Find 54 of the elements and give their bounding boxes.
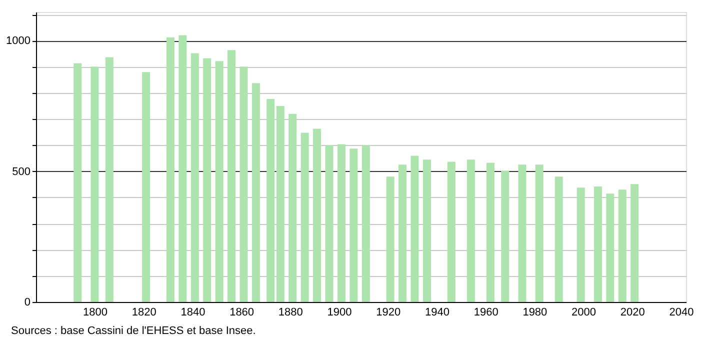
bar (501, 170, 510, 302)
bar (410, 156, 419, 302)
bar (398, 164, 407, 302)
bar (203, 58, 212, 302)
bar (422, 160, 431, 302)
bar (105, 57, 114, 302)
bar (447, 162, 456, 302)
y-tick-label: 500 (12, 166, 30, 178)
bar (518, 164, 526, 302)
source-note: Sources : base Cassini de l'EHESS et base Insee. (11, 325, 256, 337)
bar (618, 190, 626, 302)
x-tick-label: 2040 (669, 306, 694, 318)
bar (166, 37, 174, 302)
bar (90, 66, 99, 302)
x-tick-label: 1800 (83, 306, 108, 318)
bar (142, 72, 150, 302)
bar (630, 184, 639, 302)
x-tick-label: 2000 (572, 306, 596, 318)
bar (288, 114, 297, 302)
x-tick-label: 1940 (424, 306, 450, 318)
x-tick-label: 1820 (132, 306, 156, 318)
bar (535, 164, 544, 302)
bar (300, 132, 309, 302)
bar (252, 83, 260, 302)
bar (325, 144, 334, 302)
bar (386, 176, 394, 302)
x-tick-label: 1960 (474, 306, 498, 318)
x-tick-label: 1840 (180, 306, 206, 318)
bar (466, 160, 475, 302)
bar (576, 188, 585, 302)
bar (554, 176, 563, 302)
bar (266, 99, 275, 302)
bar (337, 144, 346, 302)
x-tick-label: 1900 (327, 306, 352, 318)
x-tick-label: 1880 (278, 306, 303, 318)
bar (215, 61, 224, 302)
y-tick-label: 0 (24, 296, 30, 308)
x-tick-label: 2020 (620, 306, 645, 318)
bar (362, 144, 370, 302)
bar (74, 63, 82, 302)
bar (276, 106, 284, 302)
bar (486, 162, 494, 302)
x-tick-label: 1920 (376, 306, 401, 318)
bar (350, 148, 358, 302)
bar (178, 35, 187, 302)
bar (313, 128, 322, 302)
bar (228, 50, 236, 302)
bar (190, 53, 199, 302)
bar (606, 194, 614, 302)
x-tick-label: 1980 (522, 306, 548, 318)
x-tick-label: 1860 (230, 306, 254, 318)
bar (240, 66, 248, 302)
y-tick-label: 1000 (6, 35, 30, 48)
bar (594, 186, 602, 302)
